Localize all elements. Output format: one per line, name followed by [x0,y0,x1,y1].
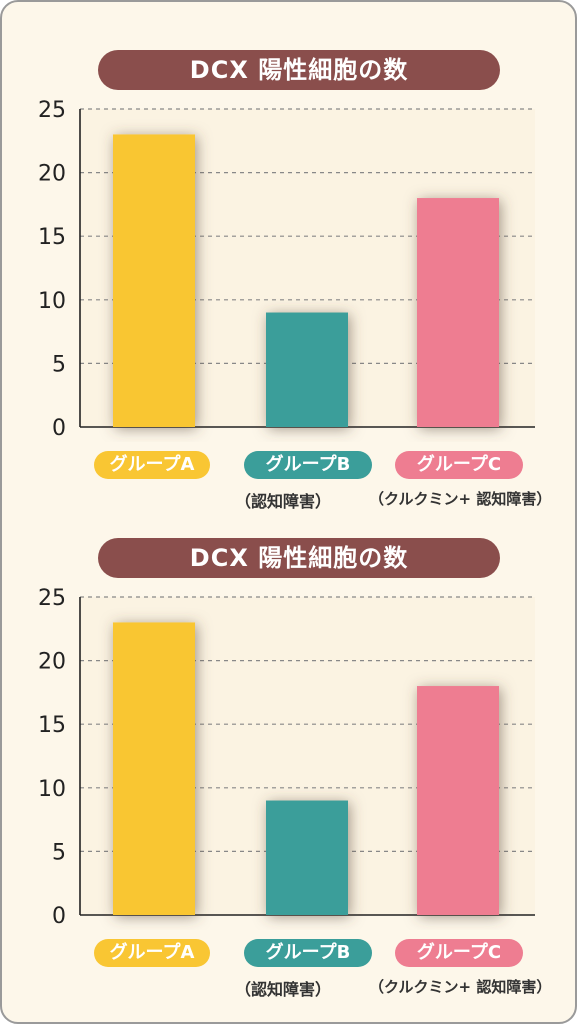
group-b-sublabel: （認知障害） [235,492,332,511]
y-tick-label: 0 [52,904,66,929]
bar-chart-2: 0 5 10 15 20 25 [38,586,535,929]
group-b-label: グループB [244,451,372,479]
bar-c [417,198,499,427]
bar-b [266,800,348,915]
chart-panel-2: DCX 陽性細胞の数 0 5 10 15 20 25 グループA グループB グループC … [2,490,575,999]
bar-chart-1: 0 5 10 15 20 25 [38,98,535,441]
y-tick-label: 20 [38,162,66,187]
y-tick-label: 5 [52,840,66,865]
y-tick-label: 15 [38,713,66,738]
y-tick-label: 5 [52,352,66,377]
bar-b [266,312,348,427]
y-tick-label: 0 [52,416,66,441]
y-tick-label: 10 [38,777,66,802]
group-c-sublabel: （クルクミン+ 認知障害） [369,490,552,508]
group-b-sublabel: （認知障害） [235,980,332,999]
group-c-sublabel: （クルクミン+ 認知障害） [369,978,552,996]
y-tick-label: 15 [38,225,66,250]
bar-c [417,686,499,915]
y-tick-label: 25 [38,586,66,611]
y-tick-label: 25 [38,98,66,123]
group-a-label: グループA [94,451,210,479]
chart-title: DCX 陽性細胞の数 [98,538,500,578]
bar-a [113,134,195,427]
group-c-label: グループC [395,451,523,479]
chart-title: DCX 陽性細胞の数 [98,50,500,90]
y-tick-label: 20 [38,650,66,675]
group-c-label: グループC [395,939,523,967]
bar-a [113,622,195,915]
y-tick-label: 10 [38,289,66,314]
group-a-label: グループA [94,939,210,967]
chart-panel-1: DCX 陽性細胞の数 0 5 10 15 20 25 グループA グループB グループC … [2,2,575,511]
group-b-label: グループB [244,939,372,967]
